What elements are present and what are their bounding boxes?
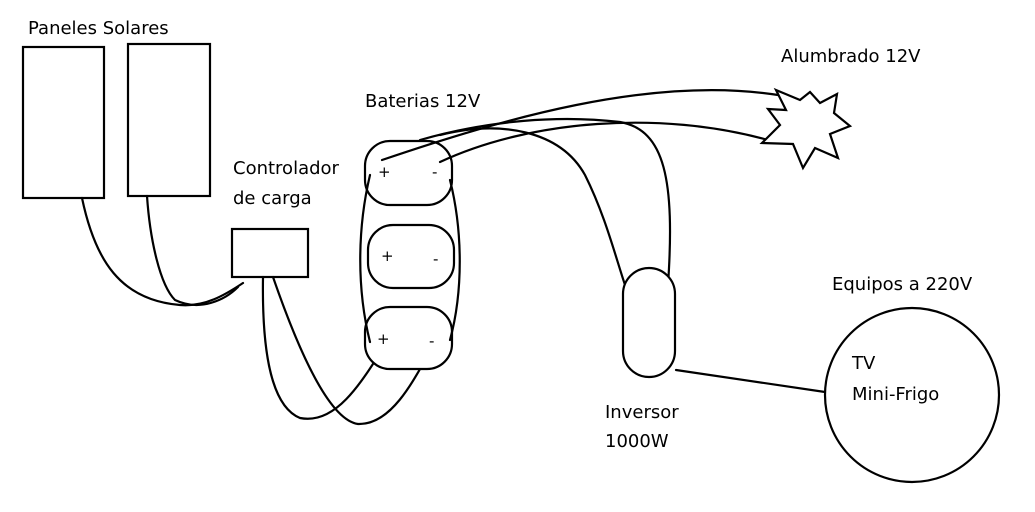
appliance-label-line2: Mini-Frigo xyxy=(852,384,939,405)
battery-2 xyxy=(366,223,456,290)
battery-link-right xyxy=(448,178,461,342)
controller-plus-wire xyxy=(261,275,387,420)
ac-output-wire xyxy=(674,368,827,394)
ac-equipment-circle xyxy=(823,306,1001,484)
battery-3-plus-sign: + xyxy=(377,330,390,348)
charge-controller xyxy=(230,227,310,279)
battery-3 xyxy=(363,305,454,371)
solar-panel-2 xyxy=(126,42,212,198)
battery-1-minus-sign: - xyxy=(432,163,437,181)
inverter-wire-1 xyxy=(438,127,627,287)
panel-1-wire xyxy=(80,196,245,307)
controller-label-line2: de carga xyxy=(233,188,312,209)
controller-label-line1: Controlador xyxy=(233,158,340,179)
lighting-plus-wire xyxy=(380,89,780,162)
inverter-label-line2: 1000W xyxy=(605,431,669,452)
battery-2-minus-sign: - xyxy=(433,250,438,268)
battery-1-plus-sign: + xyxy=(378,163,391,181)
lighting-label: Alumbrado 12V xyxy=(781,46,921,67)
inverter xyxy=(621,266,677,379)
batteries-label: Baterias 12V xyxy=(365,91,481,112)
controller-minus-wire xyxy=(271,275,435,426)
battery-link-left xyxy=(359,173,372,344)
solar-panels-label: Paneles Solares xyxy=(28,18,169,39)
panel-2-wire xyxy=(145,194,240,306)
battery-1 xyxy=(363,139,454,207)
solar-panel-1 xyxy=(21,45,106,200)
lighting-minus-wire xyxy=(438,121,770,164)
battery-3-minus-sign: - xyxy=(429,332,434,350)
equipment-label: Equipos a 220V xyxy=(832,274,973,295)
lighting-star-icon xyxy=(759,87,853,171)
appliance-label-line1: TV xyxy=(851,353,876,374)
battery-2-plus-sign: + xyxy=(381,247,394,265)
inverter-wire-2 xyxy=(418,117,672,287)
inverter-label-line1: Inversor xyxy=(605,402,679,423)
